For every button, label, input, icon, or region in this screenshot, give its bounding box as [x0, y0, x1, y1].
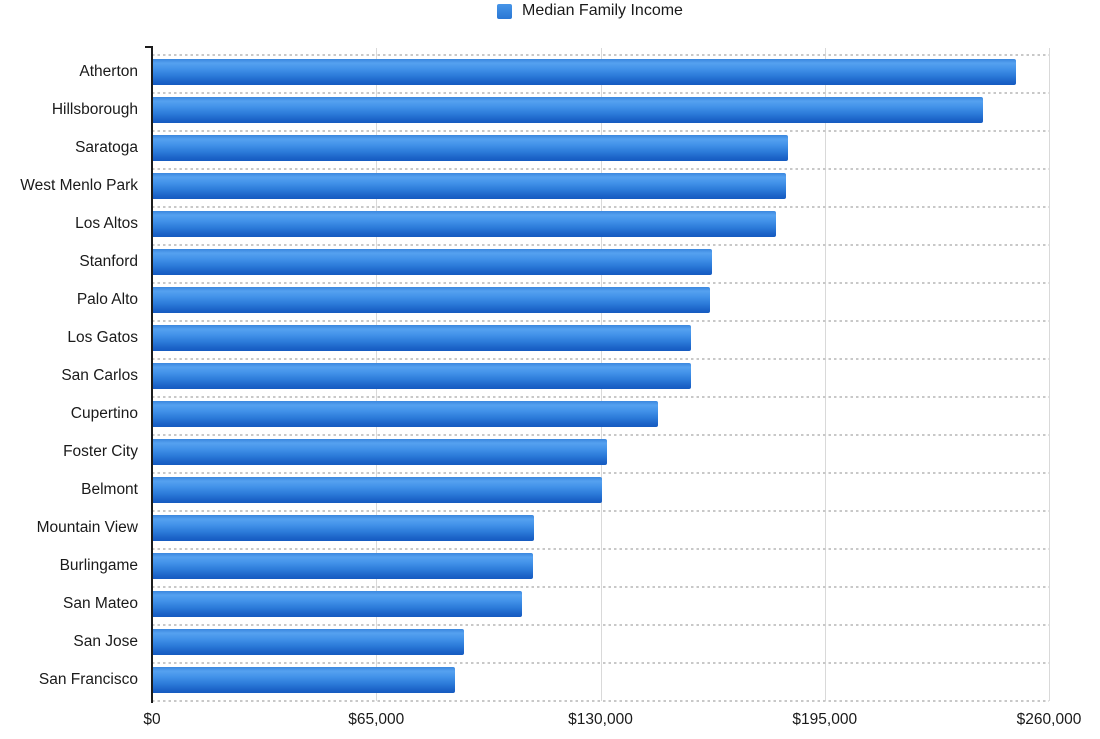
- gridline-horizontal: [152, 130, 1049, 132]
- bar: [153, 173, 787, 199]
- y-axis-label: Los Altos: [75, 215, 138, 232]
- bar: [153, 401, 659, 427]
- bar: [153, 59, 1016, 85]
- y-axis-label: Belmont: [81, 481, 138, 498]
- x-axis-label: $260,000: [1016, 711, 1082, 728]
- gridline-horizontal: [152, 244, 1049, 246]
- gridline-horizontal: [152, 92, 1049, 94]
- bar: [153, 249, 712, 275]
- gridline-horizontal: [152, 358, 1049, 360]
- gridline-horizontal: [152, 282, 1049, 284]
- gridline-vertical: [1049, 48, 1050, 701]
- y-axis-label: Hillsborough: [51, 101, 138, 118]
- x-axis-label: $65,000: [348, 711, 405, 728]
- gridline-horizontal: [152, 700, 1049, 702]
- x-axis-label: $195,000: [792, 711, 858, 728]
- gridline-horizontal: [152, 396, 1049, 398]
- y-axis-tick-icon: [145, 46, 153, 48]
- y-axis-label: Saratoga: [75, 139, 138, 156]
- x-axis-label: $0: [143, 711, 161, 728]
- bar: [153, 629, 464, 655]
- gridline-horizontal: [152, 510, 1049, 512]
- y-axis-label: Los Gatos: [67, 329, 138, 346]
- gridline-horizontal: [152, 168, 1049, 170]
- bar: [153, 363, 692, 389]
- gridline-horizontal: [152, 206, 1049, 208]
- y-axis-label: Atherton: [79, 63, 138, 80]
- gridline-horizontal: [152, 624, 1049, 626]
- y-axis-label: Mountain View: [36, 519, 138, 536]
- gridline-horizontal: [152, 54, 1049, 56]
- y-axis-label: Palo Alto: [76, 291, 138, 308]
- y-axis-label: San Mateo: [63, 595, 138, 612]
- bar: [153, 667, 455, 693]
- y-axis-label: San Jose: [73, 633, 138, 650]
- bar: [153, 211, 776, 237]
- gridline-horizontal: [152, 662, 1049, 664]
- bar: [153, 287, 711, 313]
- gridline-horizontal: [152, 320, 1049, 322]
- gridline-horizontal: [152, 434, 1049, 436]
- x-axis-label: $130,000: [568, 711, 633, 728]
- gridline-vertical: [824, 48, 826, 701]
- bar: [153, 591, 523, 617]
- bar: [153, 135, 788, 161]
- legend: Median Family Income: [497, 2, 683, 20]
- y-axis-line: [151, 46, 153, 703]
- bar: [153, 515, 535, 541]
- gridline-horizontal: [152, 586, 1049, 588]
- legend-label: Median Family Income: [522, 2, 683, 19]
- gridline-horizontal: [152, 472, 1049, 474]
- y-axis-label: Stanford: [79, 253, 138, 270]
- bar: [153, 325, 692, 351]
- y-axis-label: West Menlo Park: [20, 177, 138, 194]
- bar: [153, 553, 533, 579]
- bar: [153, 439, 607, 465]
- y-axis-label: San Francisco: [38, 671, 138, 688]
- legend-swatch-icon: [497, 3, 512, 19]
- bar: [153, 97, 983, 123]
- y-axis-label: Cupertino: [70, 405, 138, 422]
- gridline-horizontal: [152, 548, 1049, 550]
- y-axis-label: San Carlos: [61, 367, 138, 384]
- y-axis-label: Burlingame: [59, 557, 138, 574]
- bar: [153, 477, 602, 503]
- y-axis-label: Foster City: [63, 443, 138, 460]
